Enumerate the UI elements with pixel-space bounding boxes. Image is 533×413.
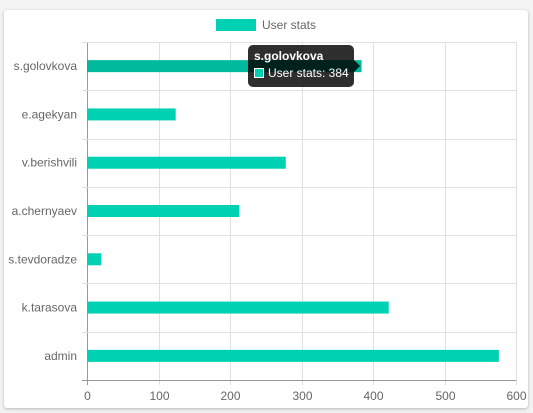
bar xyxy=(87,301,389,314)
y-category-label: s.tevdoradze xyxy=(8,252,77,266)
tooltip-color-swatch xyxy=(254,68,264,78)
bar xyxy=(87,156,286,169)
y-category-label: v.berishvili xyxy=(22,156,77,170)
y-axis-labels: s.golovkova e.agekyan v.berishvili a.cherny… xyxy=(8,59,77,363)
x-tick-label: 600 xyxy=(506,389,526,403)
bar xyxy=(87,205,240,217)
tooltip-value: User stats: 384 xyxy=(268,66,349,80)
bar xyxy=(87,253,102,266)
tooltip-caret xyxy=(354,60,360,72)
bar-tooltip: s.golovkova User stats: 384 xyxy=(248,45,360,87)
x-tick-label: 500 xyxy=(435,389,455,403)
chart-grid xyxy=(82,42,517,385)
bar xyxy=(87,108,176,121)
bar xyxy=(87,60,362,73)
x-tick-label: 200 xyxy=(220,389,240,403)
tooltip-title: s.golovkova xyxy=(254,49,324,63)
legend-label: User stats xyxy=(262,18,316,32)
y-category-label: k.tarasova xyxy=(22,301,78,315)
y-category-label: s.golovkova xyxy=(14,59,78,73)
x-tick-label: 300 xyxy=(292,389,312,403)
legend-swatch xyxy=(216,19,256,31)
x-tick-label: 400 xyxy=(363,389,383,403)
x-tick-label: 100 xyxy=(149,389,169,403)
x-tick-label: 0 xyxy=(84,389,91,403)
bar xyxy=(87,349,499,362)
chart-bars xyxy=(87,60,499,362)
y-category-label: a.chernyaev xyxy=(12,204,77,218)
y-category-label: e.agekyan xyxy=(22,107,77,121)
x-axis-labels: 0 100 200 300 400 500 600 xyxy=(84,389,527,403)
chart-legend[interactable]: User stats xyxy=(216,18,316,32)
y-category-label: admin xyxy=(44,349,77,363)
